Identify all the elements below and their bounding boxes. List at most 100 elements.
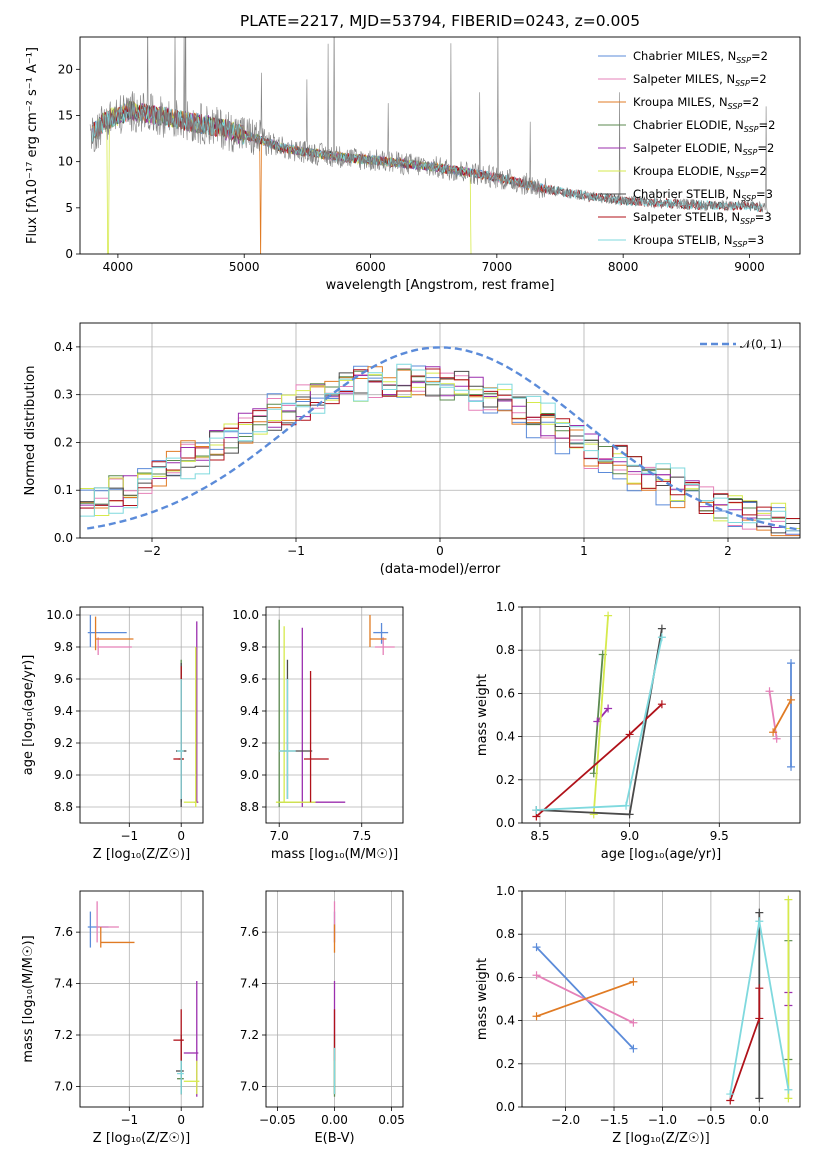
axes-age_vs_mass: 7.0 7.5 8.8 9.0 9.2 9.4 9.6 9.8 10.0 mass [log₁₀(… — [232, 606, 404, 862]
marker-chabrier_stelib — [625, 810, 634, 819]
y-tick-label: 7.2 — [240, 1028, 259, 1042]
y-tick-label: 9.2 — [240, 736, 259, 750]
legend-text: Kroupa ELODIE, N — [633, 164, 735, 178]
y-tick-label: 0.8 — [496, 643, 515, 657]
y-tick-label: 7.0 — [54, 1079, 73, 1093]
legend-label-chabrier_miles: Chabrier MILES, NSSP=2 — [633, 49, 768, 65]
legend-text: Salpeter MILES, N — [633, 72, 735, 86]
axes-age_vs_Z: −1 0 8.8 9.0 9.2 9.4 9.6 9.8 10.0 Z [log₁₀(Z/Z☉)]… — [21, 606, 204, 862]
x-tick-label: 2 — [724, 544, 732, 558]
axes-mass_vs_Z: −1 0 7.0 7.2 7.4 7.6 Z [log₁₀(Z/Z☉)] mass [log₁… — [21, 890, 204, 1146]
gaussian-reference — [86, 346, 799, 531]
series-salpeter_miles — [768, 691, 778, 739]
legend-subscript: SSP — [733, 240, 748, 249]
legend-subscript: SSP — [735, 79, 750, 88]
y-tick-label: 0.3 — [54, 388, 73, 402]
x-axis-label: Z [log₁₀(Z/Z☉)] — [93, 1131, 190, 1146]
y-tick-label: 7.4 — [54, 977, 73, 991]
series-kroupa_stelib — [536, 637, 663, 811]
x-tick-label: 7000 — [482, 260, 513, 274]
marker-kroupa_stelib — [622, 801, 631, 810]
x-tick-label: 5000 — [229, 260, 260, 274]
legend-label-kroupa_miles: Kroupa MILES, NSSP=2 — [633, 95, 759, 111]
axes-spectrum: 4000 5000 6000 7000 8000 9000 0 5 10 15 20 waveleng… — [25, 36, 801, 293]
y-axis-label: mass [log₁₀(M/M☉)] — [21, 935, 36, 1062]
x-tick-label: 9000 — [734, 260, 765, 274]
legend-subscript: SSP — [736, 56, 751, 65]
x-tick-label: 9.5 — [710, 829, 729, 843]
legend-subscript: SSP — [735, 171, 750, 180]
x-tick-label: 8000 — [608, 260, 639, 274]
marker-chabrier_stelib — [755, 908, 764, 917]
y-tick-label: 0.2 — [54, 435, 73, 449]
legend-text: Chabrier ELODIE, N — [633, 118, 744, 132]
histogram-kroupa_stelib — [80, 363, 800, 532]
y-tick-label: 9.4 — [240, 704, 259, 718]
marker-salpeter_miles — [772, 734, 781, 743]
y-tick-label: 7.4 — [240, 977, 259, 991]
legend-suffix: =2 — [751, 49, 768, 63]
series-kroupa_elodie — [592, 615, 609, 815]
marker-chabrier_miles — [532, 943, 541, 952]
y-tick-label: 0.0 — [496, 816, 515, 830]
x-tick-label: −0.05 — [259, 1113, 296, 1127]
x-tick-label: −1.0 — [648, 1113, 677, 1127]
legend-label-salpeter_elodie: Salpeter ELODIE, NSSP=2 — [633, 141, 774, 157]
x-tick-label: −2 — [143, 544, 161, 558]
observed-spectrum — [89, 37, 769, 214]
y-tick-label: 7.6 — [240, 925, 259, 939]
legend-label-gaussian: 𝒩(0, 1) — [740, 337, 782, 351]
y-tick-label: 0 — [65, 247, 73, 261]
y-tick-label: 0.4 — [496, 1014, 515, 1028]
marker-kroupa_stelib — [755, 917, 764, 926]
x-axis-label: mass [log₁₀(M/M☉)] — [271, 847, 398, 862]
axes-frame — [521, 890, 801, 1108]
axes-weight_vs_age: 8.5 9.0 9.5 0.0 0.2 0.4 0.6 0.8 1.0 age [log₁₀(ag… — [475, 600, 801, 862]
x-tick-label: 8.5 — [530, 829, 549, 843]
x-tick-label: 4000 — [103, 260, 134, 274]
legend-label-kroupa_stelib: Kroupa STELIB, NSSP=3 — [633, 233, 764, 249]
axes-frame — [521, 606, 801, 824]
marker-chabrier_miles — [787, 762, 796, 771]
y-axis-label: mass weight — [475, 958, 490, 1040]
legend-text: Kroupa STELIB, N — [633, 233, 733, 247]
marker-kroupa_elodie — [604, 611, 613, 620]
legend-suffix: =2 — [759, 118, 776, 132]
plot-area — [532, 611, 796, 821]
x-tick-label: −1.5 — [599, 1113, 628, 1127]
figure-title: PLATE=2217, MJD=53794, FIBERID=0243, z=0… — [239, 12, 641, 30]
x-tick-label: −1 — [120, 1113, 138, 1127]
y-tick-label: 9.4 — [54, 704, 73, 718]
series-salpeter_elodie — [596, 707, 609, 723]
x-tick-label: 0.00 — [321, 1113, 348, 1127]
marker-kroupa_elodie — [784, 895, 793, 904]
y-tick-label: 8.8 — [240, 800, 259, 814]
y-tick-label: 7.2 — [54, 1028, 73, 1042]
legend-label-kroupa_elodie: Kroupa ELODIE, NSSP=2 — [633, 164, 767, 180]
legend-suffix: =2 — [757, 141, 774, 155]
y-tick-label: 0.4 — [54, 340, 73, 354]
y-tick-label: 15 — [58, 108, 73, 122]
y-tick-label: 20 — [58, 62, 73, 76]
y-axis-label: Normed distribution — [23, 366, 38, 496]
marker-kroupa_miles — [629, 977, 638, 986]
marker-kroupa_stelib — [726, 1090, 735, 1099]
y-tick-label: 10.0 — [232, 608, 259, 622]
model-spectrum-kroupa_miles — [92, 101, 548, 254]
y-tick-label: 7.6 — [54, 925, 73, 939]
y-tick-label: 5 — [65, 201, 73, 215]
marker-kroupa_miles — [532, 1012, 541, 1021]
legend-label-salpeter_stelib: Salpeter STELIB, NSSP=3 — [633, 210, 772, 226]
x-tick-label: 0.05 — [378, 1113, 405, 1127]
y-tick-label: 0.4 — [496, 730, 515, 744]
axes-mass_vs_ebv: −0.05 0.00 0.05 7.0 7.2 7.4 7.6 E(B-V) — [240, 890, 405, 1146]
x-tick-label: 6000 — [355, 260, 386, 274]
y-tick-label: 1.0 — [496, 600, 515, 614]
series-kroupa_miles — [772, 699, 792, 733]
series-chabrier_elodie — [592, 654, 604, 774]
axes-weight_vs_Z: −2.0 −1.5 −1.0 −0.5 0.0 0.0 0.2 0.4 0.6 0.8 1.0 Z [… — [475, 884, 801, 1146]
x-tick-label: −1 — [120, 829, 138, 843]
